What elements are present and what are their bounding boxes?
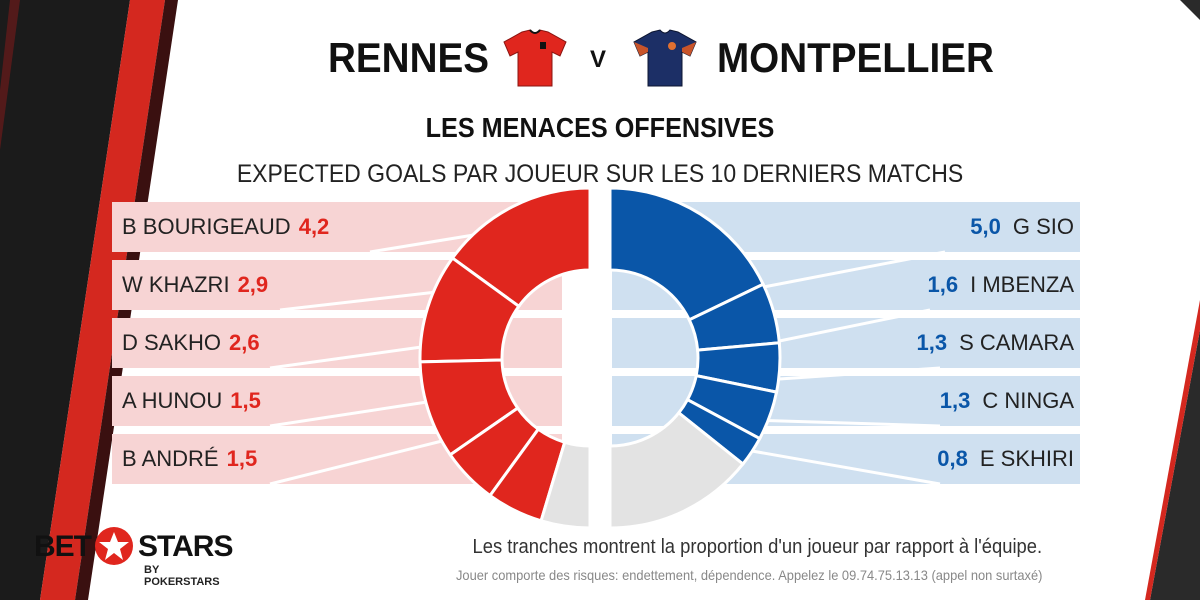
chart-note: Les tranches montrent la proportion d'un… xyxy=(472,536,1042,558)
away-team-name: MONTPELLIER xyxy=(717,34,994,81)
player-name: B BOURIGEAUD xyxy=(122,214,291,239)
player-name: G SIO xyxy=(1012,214,1074,239)
away-donut-slice-0 xyxy=(608,186,766,322)
star-icon xyxy=(95,527,133,565)
gambling-disclaimer: Jouer comporte des risques: endettement,… xyxy=(455,567,1042,583)
chart-subtitle: EXPECTED GOALS PAR JOUEUR SUR LES 10 DER… xyxy=(236,160,964,188)
blue-jersey-icon xyxy=(633,29,697,87)
player-xg-value: 1,3 xyxy=(916,330,948,355)
player-xg-value: 1,3 xyxy=(939,388,971,413)
versus-label: V xyxy=(590,46,607,73)
player-name: W KHAZRI xyxy=(122,272,230,297)
player-name: E SKHIRI xyxy=(979,446,1074,471)
player-name: B ANDRÉ xyxy=(122,446,219,471)
home-team-name: RENNES xyxy=(328,34,490,81)
away-donut-remainder xyxy=(608,410,746,530)
player-name: C NINGA xyxy=(982,388,1074,413)
player-xg-value: 0,8 xyxy=(937,446,968,471)
logo-bet-text: BET xyxy=(34,530,92,563)
betstars-logo: BET STARS BY POKERSTARS xyxy=(34,527,234,588)
logo-stars-text: STARS xyxy=(138,530,233,563)
player-name: A HUNOU xyxy=(122,388,223,413)
player-xg-value: 5,0 xyxy=(970,214,1001,239)
home-donut-remainder xyxy=(539,440,592,530)
player-xg-value: 1,5 xyxy=(226,446,258,471)
player-xg-value: 4,2 xyxy=(298,214,330,239)
player-xg-value: 2,6 xyxy=(229,330,260,355)
player-xg-value: 1,5 xyxy=(230,388,261,413)
chart-title: LES MENACES OFFENSIVES xyxy=(425,112,775,143)
player-name: D SAKHO xyxy=(122,330,222,355)
red-jersey-icon xyxy=(503,29,567,87)
logo-by-text: BY POKERSTARS xyxy=(144,564,220,588)
player-name: S CAMARA xyxy=(959,330,1074,355)
player-xg-value: 2,9 xyxy=(237,272,269,297)
player-xg-value: 1,6 xyxy=(927,272,959,297)
player-name: I MBENZA xyxy=(970,272,1074,297)
